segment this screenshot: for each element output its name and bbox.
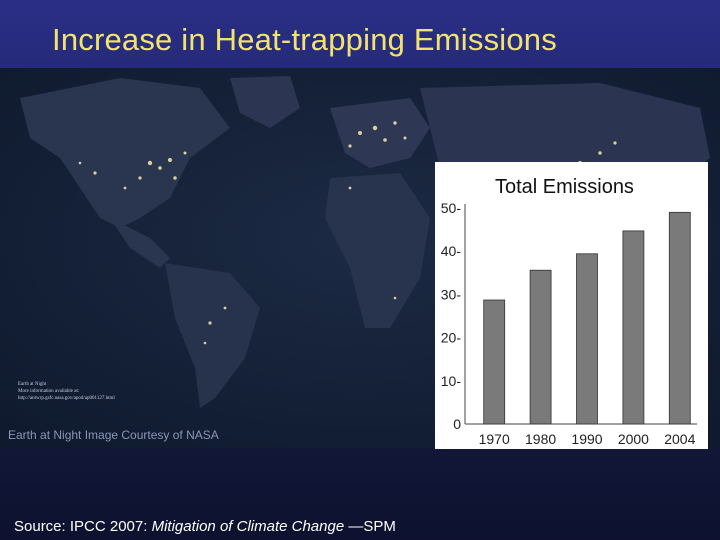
- bar-1970: [483, 299, 506, 425]
- x-tick-label: 1980: [525, 431, 556, 447]
- bar-1980: [529, 269, 552, 425]
- chart-title: Total Emissions: [495, 176, 634, 198]
- y-tick-label: 40-: [441, 243, 462, 259]
- x-tick-label: 2000: [618, 431, 649, 447]
- x-tick-label: 2004: [664, 431, 695, 447]
- y-tick-label: 0: [453, 416, 461, 432]
- y-tick-label: 20-: [441, 330, 462, 346]
- chart-panel: 0 10- 20- 30- 40- 50- 1970 1980 1990 2000 2004 Tot…: [435, 162, 708, 449]
- bar-2000: [622, 230, 645, 425]
- bar-1990: [576, 253, 598, 425]
- x-tick-label: 1970: [479, 431, 510, 447]
- title-band: [0, 0, 720, 68]
- source-line: Source: IPCC 2007: Mitigation of Climate…: [14, 518, 396, 535]
- map-credit: Earth at Night Image Courtesy of NASA: [8, 428, 219, 442]
- map-caption-text: Earth at Night More information availabl…: [18, 382, 115, 401]
- source-title: Mitigation of Climate Change: [151, 518, 345, 535]
- x-tick-label: 1990: [571, 431, 602, 447]
- source-suffix: —SPM: [344, 518, 396, 535]
- y-tick-label: 30-: [441, 286, 462, 302]
- emissions-chart: 0 10- 20- 30- 40- 50- 1970 1980 1990 2000 2004: [441, 200, 697, 447]
- source-prefix: Source: IPCC 2007:: [14, 518, 152, 535]
- map-caption-small: Earth at Night More information availabl…: [18, 381, 158, 402]
- slide-title: Increase in Heat-trapping Emissions: [52, 22, 557, 57]
- bar-2004: [668, 211, 691, 425]
- y-tick-label: 50-: [441, 200, 462, 216]
- y-tick-label: 10-: [441, 373, 462, 389]
